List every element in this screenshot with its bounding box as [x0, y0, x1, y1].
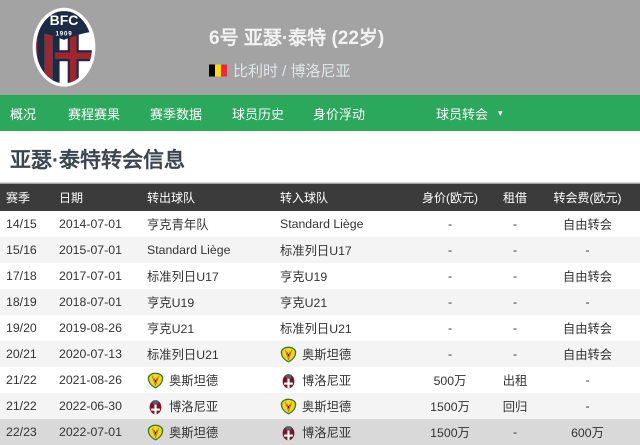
svg-text:1909: 1909	[56, 30, 73, 37]
svg-text:BFC: BFC	[50, 12, 79, 28]
